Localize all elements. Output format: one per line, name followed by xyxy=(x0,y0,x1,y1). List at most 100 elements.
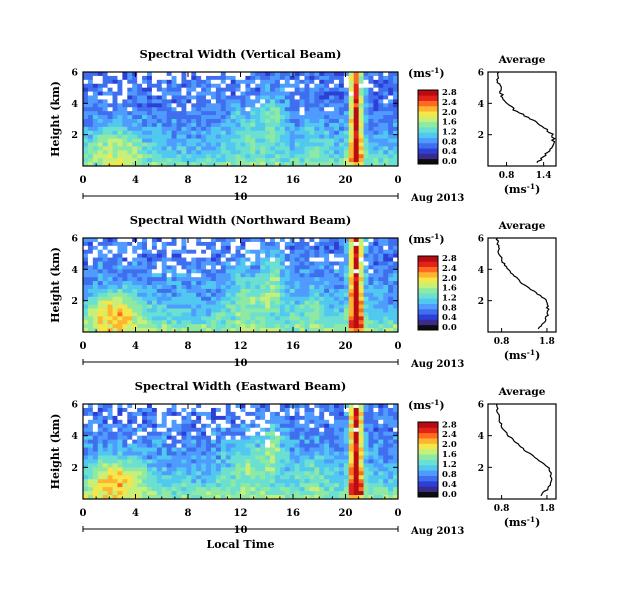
heatmap-cell xyxy=(191,245,197,251)
heatmap-cell xyxy=(161,87,168,92)
heatmap-cell xyxy=(368,138,374,143)
heatmap-cell xyxy=(284,312,291,317)
heatmap-cell xyxy=(166,83,172,89)
heatmap-cell xyxy=(191,447,197,452)
heatmap-cell xyxy=(314,427,320,433)
heatmap-cell xyxy=(87,158,94,163)
heatmap-cell xyxy=(299,467,305,472)
heatmap-cell xyxy=(171,439,177,444)
heatmap-cell xyxy=(176,471,182,476)
heatmap-cell xyxy=(274,439,281,444)
heatmap-cell xyxy=(127,134,133,139)
heatmap-cell xyxy=(166,130,172,136)
heatmap-cell xyxy=(368,407,374,413)
heatmap-cell xyxy=(92,146,99,151)
heatmap-cell xyxy=(245,487,251,492)
heatmap-cell xyxy=(334,72,340,77)
heatmap-cell xyxy=(368,130,374,136)
heatmap-cell xyxy=(284,158,291,163)
heatmap-cell xyxy=(225,99,232,104)
heatmap-cell xyxy=(255,87,261,92)
heatmap-cell xyxy=(137,72,143,77)
heatmap-cell xyxy=(289,451,296,456)
heatmap-cell xyxy=(260,447,266,452)
heatmap-cell xyxy=(240,119,246,124)
heatmap-cell xyxy=(255,479,261,484)
heatmap-cell xyxy=(107,300,113,305)
heatmap-cell xyxy=(329,249,335,255)
heatmap-cell xyxy=(388,138,394,143)
heatmap-cell xyxy=(343,138,350,143)
heatmap-cell xyxy=(122,455,128,460)
heatmap-cell xyxy=(206,467,212,472)
heatmap-cell xyxy=(161,451,168,456)
heatmap-cell xyxy=(92,431,99,437)
heatmap-cell xyxy=(274,495,281,500)
heatmap-cell xyxy=(245,107,251,112)
heatmap-cell xyxy=(171,316,177,321)
heatmap-cell xyxy=(122,435,128,441)
heatmap-cell xyxy=(220,95,227,100)
heatmap-cell xyxy=(343,296,350,302)
heatmap-cell xyxy=(151,479,158,484)
heatmap-cell xyxy=(373,491,379,496)
colorbar-swatch xyxy=(418,443,438,450)
heatmap-cell xyxy=(137,479,143,484)
heatmap-cell xyxy=(255,257,261,262)
heatmap-cell xyxy=(309,249,315,255)
heatmap-cell xyxy=(260,130,266,136)
heatmap-cell xyxy=(156,415,163,421)
heatmap-cell xyxy=(314,253,320,258)
heatmap-cell xyxy=(353,138,360,143)
heatmap-cell xyxy=(338,439,345,444)
heatmap-cell xyxy=(83,304,89,309)
heatmap-cell xyxy=(255,459,261,464)
heatmap-cell xyxy=(334,316,340,321)
heatmap-cell xyxy=(210,483,217,488)
heatmap-cell xyxy=(368,115,374,120)
heatmap-cell xyxy=(265,324,271,329)
heatmap-cell xyxy=(225,277,232,282)
heatmap-cell xyxy=(358,253,364,258)
heatmap-cell xyxy=(156,79,163,85)
heatmap-cell xyxy=(240,269,246,274)
heatmap-cell xyxy=(137,471,143,476)
heatmap-cell xyxy=(127,411,133,417)
heatmap-cell xyxy=(166,304,172,309)
heatmap-cell xyxy=(206,423,212,429)
heatmap-cell xyxy=(324,134,330,139)
heatmap-cell xyxy=(161,91,168,96)
heatmap-cell xyxy=(299,126,305,132)
heatmap-cell xyxy=(274,111,281,116)
heatmap-cell xyxy=(338,95,345,100)
heatmap-cell xyxy=(294,119,300,124)
heatmap-cell xyxy=(319,119,325,124)
heatmap-cell xyxy=(161,419,168,425)
heatmap-cell xyxy=(225,95,232,100)
heatmap-cell xyxy=(358,107,364,112)
heatmap-cell xyxy=(235,471,241,476)
heatmap-cell xyxy=(388,95,394,100)
heatmap-cell xyxy=(255,475,261,480)
heatmap-cell xyxy=(324,415,330,421)
heatmap-cell xyxy=(220,75,227,81)
heatmap-cell xyxy=(314,324,320,329)
heatmap-cell xyxy=(329,87,335,92)
heatmap-cell xyxy=(191,238,197,243)
heatmap-cell xyxy=(250,459,256,464)
heatmap-cell xyxy=(255,288,261,294)
heatmap-cell xyxy=(250,455,256,460)
heatmap-cell xyxy=(319,126,325,132)
heatmap-cell xyxy=(146,292,153,298)
date-label: Aug 2013 xyxy=(410,359,464,370)
heatmap-cell xyxy=(274,138,281,143)
heatmap-cell xyxy=(186,99,192,104)
heatmap-cell xyxy=(83,261,89,266)
heatmap-cell xyxy=(353,312,360,317)
heatmap-cell xyxy=(373,154,379,159)
heatmap-cell xyxy=(142,79,148,85)
heatmap-cell xyxy=(181,296,187,302)
heatmap-cell xyxy=(358,281,364,286)
heatmap-cell xyxy=(225,475,232,480)
heatmap-cell xyxy=(299,487,305,492)
